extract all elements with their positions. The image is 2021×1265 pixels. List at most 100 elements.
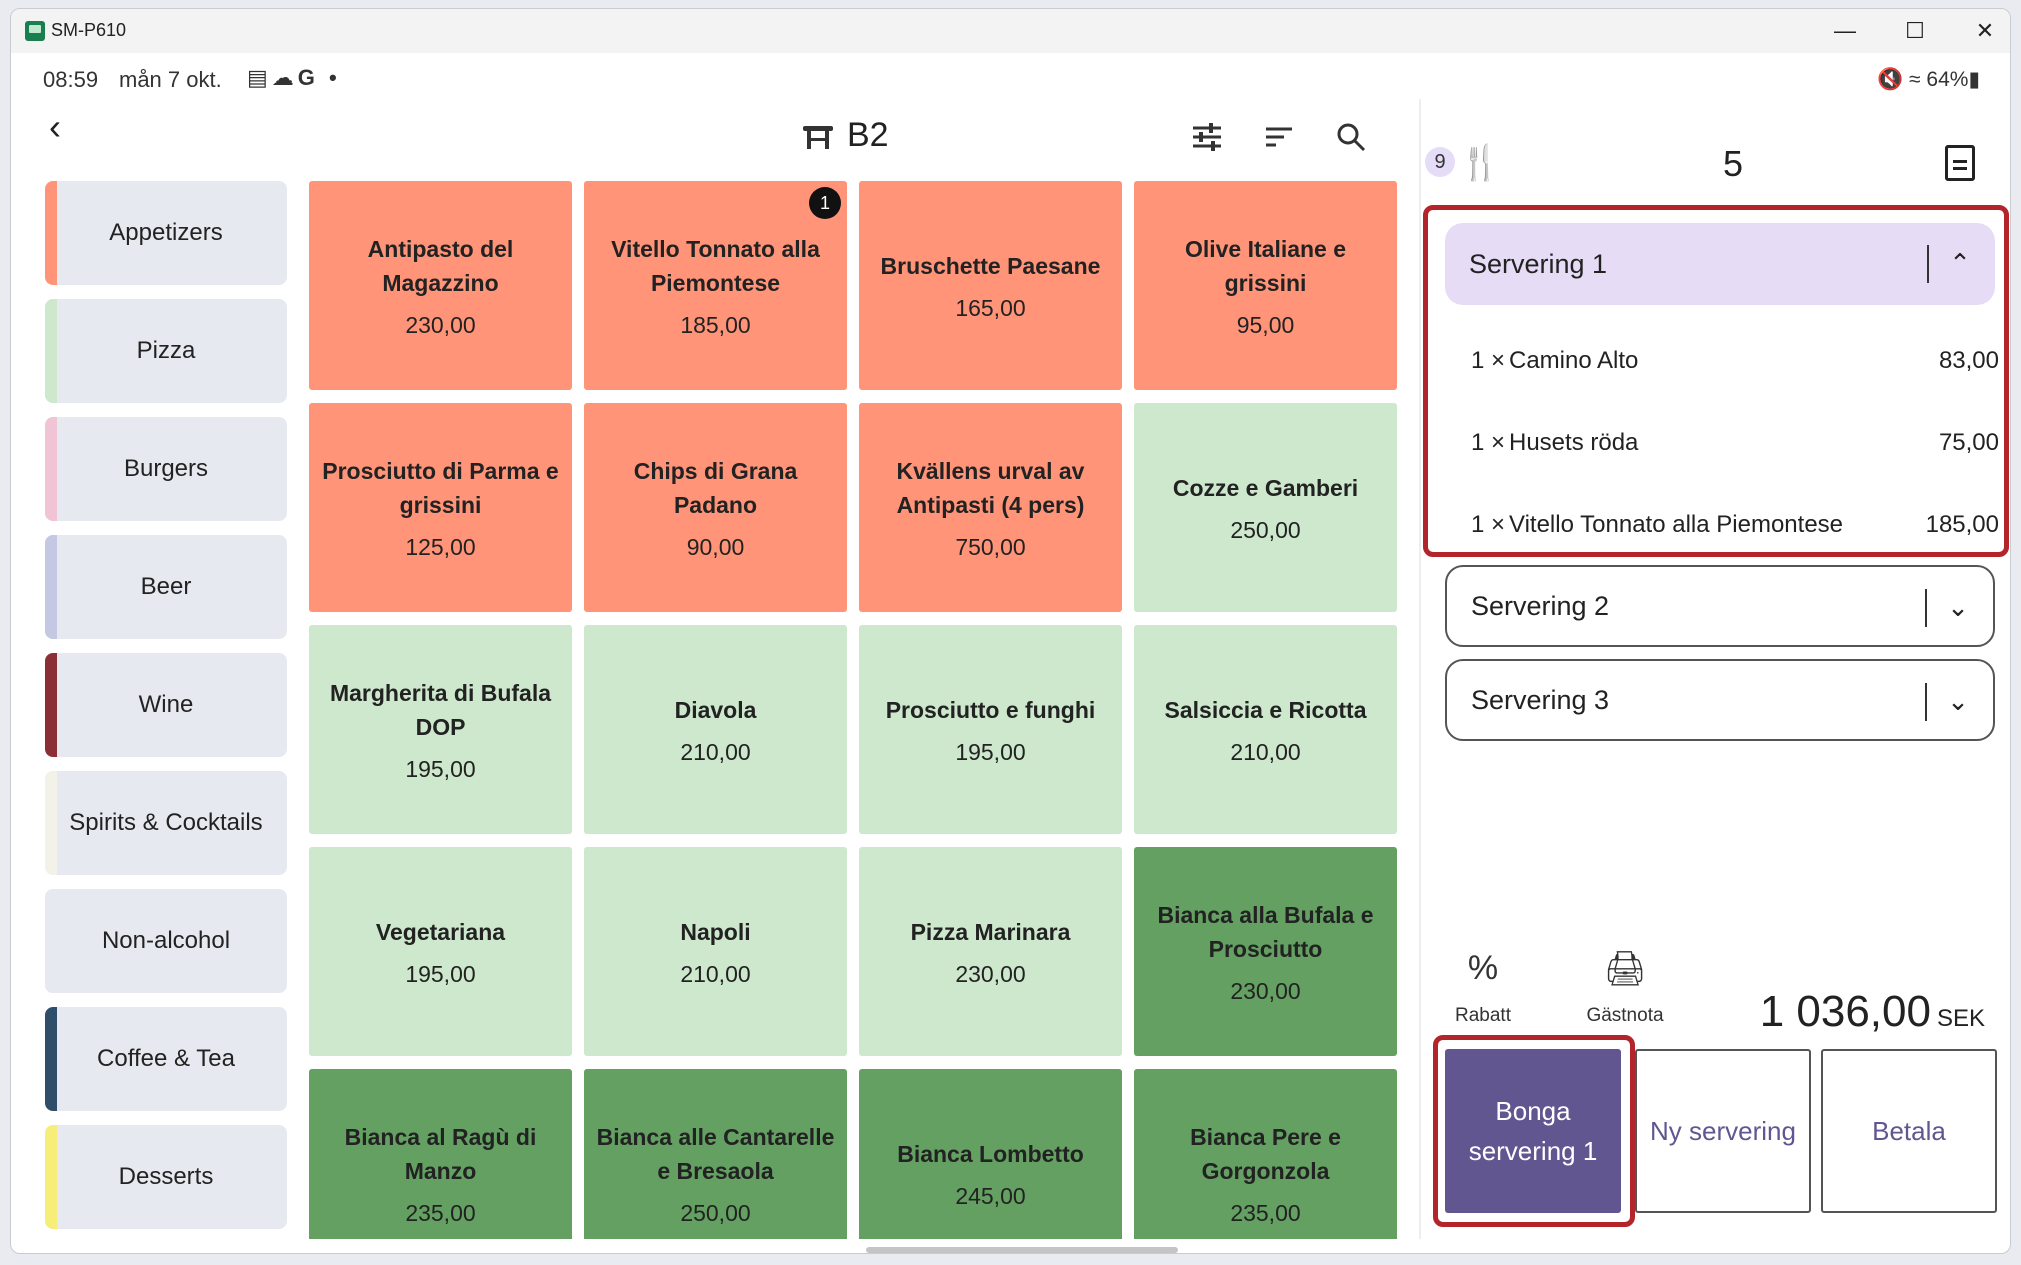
category-color-stripe (45, 1007, 57, 1111)
cutlery-icon[interactable]: 🍴 (1459, 144, 1502, 182)
product-tile[interactable]: Margherita di Bufala DOP 195,00 (309, 625, 572, 834)
category-label: Coffee & Tea (97, 1045, 235, 1072)
category-list: Appetizers Pizza Burgers Beer Wine Spirits & … (45, 181, 287, 1243)
product-tile[interactable]: Chips di Grana Padano 90,00 (584, 403, 847, 612)
serving-2-header[interactable]: Servering 2 ⌄ (1445, 565, 1995, 647)
chevron-down-icon[interactable]: ⌄ (1947, 685, 1969, 716)
title-bar: SM-P610 — ☐ ✕ (11, 9, 2010, 53)
table-name: B2 (847, 115, 889, 154)
product-name: Bruschette Paesane (880, 253, 1101, 279)
order-item[interactable]: 1 × Camino Alto 83,00 (1471, 347, 1999, 374)
product-grid: Antipasto del Magazzino 230,00 Vitello Ton… (309, 181, 1399, 1239)
category-burgers[interactable]: Burgers (45, 417, 287, 521)
receipt-icon[interactable] (1945, 145, 1975, 181)
category-wine[interactable]: Wine (45, 653, 287, 757)
product-tile[interactable]: Bianca alla Bufala e Prosciutto 230,00 (1134, 847, 1397, 1056)
product-tile[interactable]: Cozze e Gamberi 250,00 (1134, 403, 1397, 612)
order-panel: 9 🍴 5 Servering 1 ⌃ 1 × Camino Alto 83,0… (1423, 119, 2010, 1249)
app-window-icon (25, 21, 45, 41)
product-price: 95,00 (1236, 312, 1295, 338)
guest-bill-button[interactable]: 🖨 Gästnota (1575, 949, 1675, 1027)
guest-count[interactable]: 5 (1722, 143, 1744, 184)
back-arrow-icon[interactable]: ‹ (49, 106, 61, 147)
product-name: Bianca alle Cantarelle e Bresaola (596, 1124, 835, 1184)
product-price: 210,00 (680, 739, 751, 765)
category-color-stripe (45, 535, 57, 639)
product-price: 90,00 (686, 534, 745, 560)
total-amount: 1 036,00 (1759, 987, 1931, 1036)
search-icon[interactable] (1331, 117, 1371, 157)
panel-divider (1419, 99, 1421, 1239)
category-desserts[interactable]: Desserts (45, 1125, 287, 1229)
serving-1-header[interactable]: Servering 1 ⌃ (1445, 223, 1995, 305)
sliders-icon[interactable] (1187, 117, 1227, 157)
serving-2-label: Servering 2 (1471, 590, 1610, 621)
category-pizza[interactable]: Pizza (45, 299, 287, 403)
product-name: Pizza Marinara (910, 919, 1071, 945)
pay-button[interactable]: Betala (1821, 1049, 1997, 1213)
product-name: Bianca Lombetto (897, 1141, 1084, 1167)
product-tile[interactable]: Olive Italiane e grissini 95,00 (1134, 181, 1397, 390)
serving-1-label: Servering 1 (1469, 248, 1608, 279)
chevron-up-icon[interactable]: ⌃ (1949, 247, 1971, 278)
product-price: 210,00 (1230, 739, 1301, 765)
product-tile[interactable]: Salsiccia e Ricotta 210,00 (1134, 625, 1397, 834)
product-tile[interactable]: Bianca al Ragù di Manzo 235,00 (309, 1069, 572, 1239)
category-non-alcohol[interactable]: Non-alcohol (45, 889, 287, 993)
product-tile[interactable]: Vegetariana 195,00 (309, 847, 572, 1056)
category-color-stripe (45, 653, 57, 757)
category-label: Pizza (136, 337, 196, 364)
product-name: Vitello Tonnato alla Piemontese (611, 236, 820, 296)
horizontal-scrollbar[interactable] (866, 1247, 1178, 1253)
new-serving-button[interactable]: Ny servering (1635, 1049, 1811, 1213)
category-label: Non-alcohol (101, 927, 231, 954)
category-label: Burgers (123, 455, 209, 482)
mute-icon: 🔇 (1877, 68, 1904, 91)
window-title: SM-P610 (51, 20, 127, 40)
battery-icon: ▮ (1968, 68, 1980, 91)
product-tile[interactable]: Bianca Lombetto 245,00 (859, 1069, 1122, 1239)
category-color-stripe (45, 299, 57, 403)
discount-button[interactable]: % Rabatt (1433, 949, 1533, 1027)
product-tile[interactable]: Napoli 210,00 (584, 847, 847, 1056)
product-tile[interactable]: Bianca Pere e Gorgonzola 235,00 (1134, 1069, 1397, 1239)
product-tile[interactable]: Prosciutto e funghi 195,00 (859, 625, 1122, 834)
product-tile[interactable]: Pizza Marinara 230,00 (859, 847, 1122, 1056)
quantity-badge: 1 (809, 187, 841, 219)
maximize-icon[interactable]: ☐ (1905, 18, 1925, 43)
order-item[interactable]: 1 × Husets röda 75,00 (1471, 429, 1999, 456)
product-name: Prosciutto di Parma e grissini (322, 458, 559, 518)
category-label: Appetizers (109, 219, 223, 246)
product-tile[interactable]: Bianca alle Cantarelle e Bresaola 250,00 (584, 1069, 847, 1239)
product-tile[interactable]: Kvällens urval av Antipasti (4 pers) 750,… (859, 403, 1122, 612)
product-tile[interactable]: Bruschette Paesane 165,00 (859, 181, 1122, 390)
minimize-icon[interactable]: — (1834, 18, 1856, 43)
serving-3-header[interactable]: Servering 3 ⌄ (1445, 659, 1995, 741)
serving-3-label: Servering 3 (1471, 684, 1610, 715)
product-price: 125,00 (405, 534, 476, 560)
sort-icon[interactable] (1259, 117, 1299, 157)
product-price: 235,00 (1230, 1200, 1301, 1226)
category-color-stripe (45, 181, 57, 285)
close-icon[interactable]: ✕ (1975, 18, 1995, 43)
product-name: Olive Italiane e grissini (1184, 236, 1347, 296)
product-name: Bianca al Ragù di Manzo (344, 1124, 537, 1184)
product-name: Napoli (680, 919, 751, 945)
product-price: 230,00 (955, 961, 1026, 987)
category-appetizers[interactable]: Appetizers (45, 181, 287, 285)
send-serving-button[interactable]: Bonga servering 1 (1445, 1049, 1621, 1213)
product-price: 250,00 (680, 1200, 751, 1226)
category-spirits-cocktails[interactable]: Spirits & Cocktails (45, 771, 287, 875)
category-beer[interactable]: Beer (45, 535, 287, 639)
app-window: SM-P610 — ☐ ✕ 08:59 mån 7 okt. ▤☁G • 🔇 ≈… (10, 8, 2011, 1254)
product-tile[interactable]: Diavola 210,00 (584, 625, 847, 834)
order-item[interactable]: 1 × Vitello Tonnato alla Piemontese 185,… (1471, 511, 1999, 538)
product-name: Vegetariana (375, 919, 506, 945)
category-coffee-tea[interactable]: Coffee & Tea (45, 1007, 287, 1111)
chevron-down-icon[interactable]: ⌄ (1947, 591, 1969, 622)
product-tile[interactable]: Prosciutto di Parma e grissini 125,00 (309, 403, 572, 612)
category-color-stripe (45, 771, 57, 875)
product-price: 235,00 (405, 1200, 476, 1226)
product-tile[interactable]: Antipasto del Magazzino 230,00 (309, 181, 572, 390)
product-tile[interactable]: Vitello Tonnato alla Piemontese 185,00 1 (584, 181, 847, 390)
